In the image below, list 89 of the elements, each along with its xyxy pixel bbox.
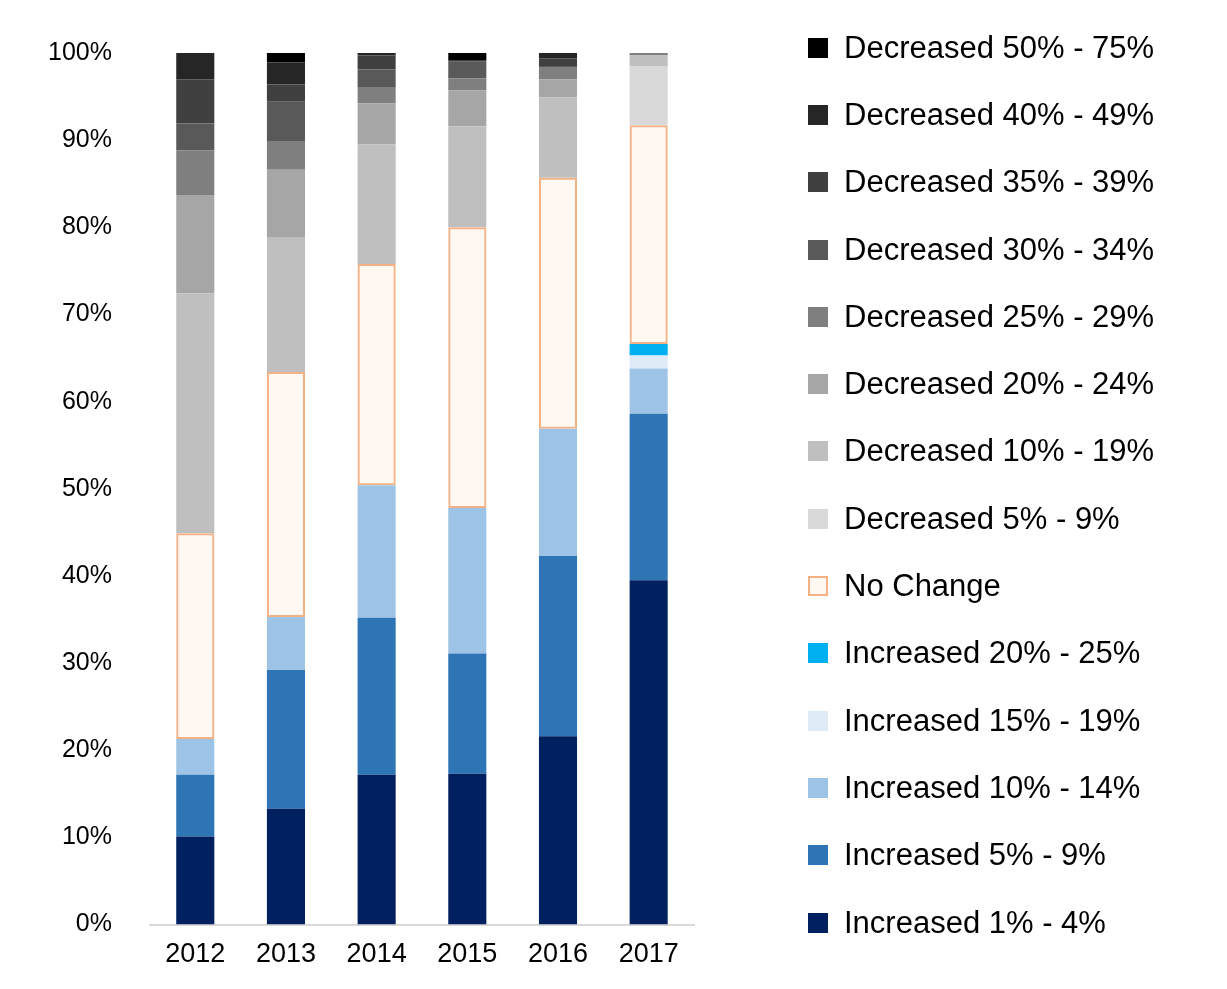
legend-label: Decreased 30% - 34%	[844, 231, 1155, 268]
bar	[629, 355, 668, 369]
bar	[357, 87, 396, 104]
bar	[357, 55, 396, 70]
bar	[448, 507, 487, 654]
bar	[538, 97, 578, 178]
bar	[176, 774, 215, 837]
y-tick-label: 10%	[61, 821, 112, 850]
bar	[538, 428, 578, 556]
legend-label: Increased 5% - 9%	[844, 837, 1106, 874]
legend-label: Increased 15% - 19%	[844, 702, 1141, 739]
bar	[538, 736, 578, 925]
bar	[266, 169, 305, 237]
bar	[266, 372, 305, 617]
bar	[629, 53, 668, 56]
legend-label: Decreased 5% - 9%	[844, 500, 1120, 537]
bar	[357, 774, 396, 925]
bar	[448, 90, 487, 127]
x-tick-label: 2017	[618, 938, 679, 969]
bar	[357, 617, 396, 775]
y-tick-label: 70%	[61, 298, 112, 327]
bar	[629, 66, 668, 126]
bar	[176, 836, 215, 925]
bar	[538, 67, 578, 80]
bar	[176, 53, 215, 80]
legend-label: Decreased 50% - 75%	[844, 29, 1155, 66]
y-tick-label: 50%	[61, 472, 112, 501]
bar	[266, 84, 305, 102]
bar	[266, 53, 305, 63]
bar	[448, 653, 487, 774]
bar	[629, 368, 668, 414]
bar	[629, 125, 668, 345]
legend-label: Increased 20% - 25%	[844, 635, 1141, 672]
bar	[176, 150, 215, 196]
bar	[538, 79, 578, 98]
y-tick-label: 0%	[75, 908, 112, 937]
bar	[538, 555, 578, 737]
bar	[357, 69, 396, 88]
legend-label: Decreased 20% - 24%	[844, 366, 1155, 403]
bar	[629, 413, 668, 581]
y-tick-label: 90%	[61, 124, 112, 153]
bar	[357, 263, 396, 486]
y-tick-label: 80%	[61, 211, 112, 240]
bar	[266, 101, 305, 142]
legend-label: Decreased 25% - 29%	[844, 298, 1155, 335]
bar	[176, 293, 215, 534]
bar	[448, 227, 487, 508]
y-tick-label: 30%	[61, 647, 112, 676]
bar	[448, 53, 487, 60]
bar	[357, 144, 396, 264]
bar	[629, 55, 668, 67]
bar	[357, 103, 396, 145]
bar	[448, 78, 487, 91]
bar	[176, 195, 215, 294]
legend-label: Decreased 10% - 19%	[844, 433, 1155, 470]
y-tick-label: 100%	[47, 36, 112, 65]
legend-label: Decreased 35% - 39%	[844, 164, 1155, 201]
x-tick-label: 2016	[527, 938, 589, 969]
y-tick-label: 20%	[61, 734, 112, 763]
bar	[538, 58, 578, 67]
bar	[266, 62, 305, 85]
bar	[448, 126, 487, 228]
bar	[176, 533, 215, 739]
legend-label: Increased 10% - 14%	[844, 769, 1141, 806]
x-tick-label: 2013	[255, 938, 316, 969]
x-tick-label: 2012	[165, 938, 226, 969]
bar	[266, 670, 305, 809]
bar	[538, 53, 578, 59]
legend-label: Decreased 40% - 49%	[844, 96, 1155, 133]
bar	[629, 344, 668, 356]
legend-label: Increased 1% - 4%	[844, 904, 1106, 941]
bar	[448, 773, 487, 925]
x-tick-label: 2015	[437, 938, 498, 969]
y-tick-label: 60%	[61, 385, 112, 414]
bar	[176, 738, 215, 775]
bar	[176, 79, 215, 124]
bar	[266, 141, 305, 170]
bar	[357, 53, 396, 56]
bar	[266, 236, 305, 373]
bar	[266, 616, 305, 671]
bar	[357, 485, 396, 618]
legend-label: No Change	[844, 568, 1001, 605]
x-tick-label: 2014	[346, 938, 407, 969]
bar	[538, 177, 578, 429]
bar	[176, 123, 215, 151]
bar	[448, 61, 487, 79]
y-tick-label: 40%	[61, 559, 112, 588]
bar	[266, 808, 305, 925]
bar	[629, 580, 668, 925]
